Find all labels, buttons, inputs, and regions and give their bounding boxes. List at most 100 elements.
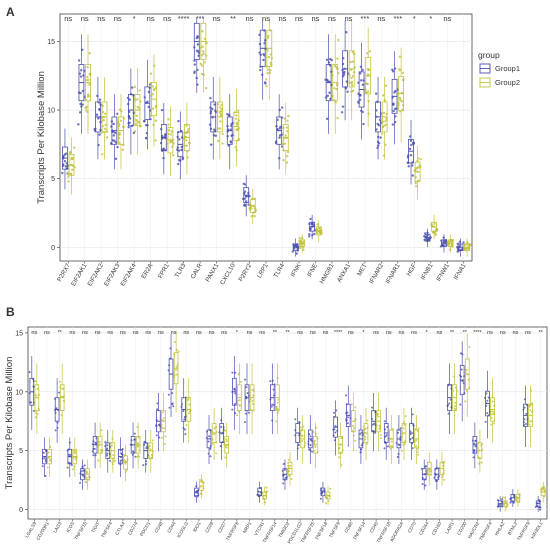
data-point bbox=[47, 451, 50, 454]
data-point bbox=[313, 442, 316, 445]
data-point bbox=[143, 96, 146, 99]
data-point bbox=[193, 59, 196, 62]
data-point bbox=[209, 106, 212, 109]
data-point bbox=[467, 246, 471, 250]
data-point bbox=[149, 117, 152, 121]
data-point bbox=[350, 83, 354, 87]
data-point bbox=[58, 391, 61, 394]
data-point bbox=[307, 442, 310, 445]
data-point bbox=[46, 466, 49, 469]
data-point bbox=[202, 487, 205, 490]
data-point bbox=[400, 449, 403, 452]
data-point bbox=[382, 154, 386, 157]
data-point bbox=[253, 206, 256, 210]
data-point bbox=[201, 45, 204, 49]
data-point bbox=[101, 104, 104, 107]
data-point bbox=[336, 67, 339, 71]
data-point bbox=[409, 430, 412, 433]
data-point bbox=[327, 499, 330, 502]
data-point bbox=[454, 404, 457, 407]
data-point bbox=[361, 83, 365, 86]
data-point bbox=[395, 441, 398, 444]
data-point bbox=[411, 161, 414, 164]
data-point bbox=[399, 438, 402, 441]
significance-label: ns bbox=[81, 14, 89, 23]
data-point bbox=[199, 46, 202, 49]
data-point bbox=[485, 392, 488, 395]
data-point bbox=[146, 445, 149, 448]
significance-label: ns bbox=[133, 330, 139, 336]
x-tick-label: CD244 bbox=[418, 521, 430, 536]
data-point bbox=[32, 380, 35, 383]
data-point bbox=[184, 138, 188, 142]
x-tick-label: CD48 bbox=[154, 521, 164, 534]
data-point bbox=[398, 68, 402, 72]
data-point bbox=[48, 460, 51, 463]
data-point bbox=[460, 368, 463, 371]
data-point bbox=[55, 407, 58, 410]
significance-label: ns bbox=[525, 330, 531, 336]
data-point bbox=[458, 240, 462, 244]
data-point bbox=[160, 419, 163, 422]
data-point bbox=[183, 144, 186, 148]
data-point bbox=[335, 409, 338, 412]
data-point bbox=[209, 111, 212, 115]
data-point bbox=[100, 451, 103, 454]
data-point bbox=[464, 247, 467, 251]
data-point bbox=[308, 226, 312, 230]
data-point bbox=[414, 181, 417, 185]
data-point bbox=[92, 440, 95, 443]
data-point bbox=[197, 35, 200, 39]
data-point bbox=[196, 491, 199, 494]
data-point bbox=[155, 419, 158, 422]
data-point bbox=[453, 375, 456, 378]
data-point bbox=[382, 111, 386, 115]
data-point bbox=[454, 408, 457, 411]
data-point bbox=[236, 399, 239, 402]
significance-label: ns bbox=[259, 330, 265, 336]
data-point bbox=[377, 124, 381, 127]
data-point bbox=[447, 412, 450, 415]
data-point bbox=[94, 127, 97, 130]
data-point bbox=[171, 403, 174, 406]
data-point bbox=[84, 106, 88, 110]
data-point bbox=[344, 87, 348, 90]
data-point bbox=[423, 478, 426, 481]
data-point bbox=[195, 76, 198, 80]
data-point bbox=[177, 162, 180, 166]
data-point bbox=[459, 403, 462, 406]
data-point bbox=[416, 157, 420, 160]
data-point bbox=[294, 429, 297, 432]
data-point bbox=[522, 421, 525, 424]
data-point bbox=[201, 30, 204, 33]
data-point bbox=[267, 34, 270, 38]
data-point bbox=[186, 156, 189, 159]
x-tick-label: TNFRSF4 bbox=[478, 521, 493, 542]
data-point bbox=[364, 88, 367, 92]
data-point bbox=[79, 102, 82, 106]
data-point bbox=[401, 108, 404, 111]
data-point bbox=[344, 394, 347, 397]
data-point bbox=[400, 100, 404, 103]
data-point bbox=[43, 457, 46, 460]
data-point bbox=[265, 486, 268, 489]
data-point bbox=[440, 239, 443, 242]
data-point bbox=[343, 70, 346, 74]
data-point bbox=[418, 164, 421, 167]
data-point bbox=[541, 486, 544, 489]
data-point bbox=[298, 241, 302, 245]
data-point bbox=[28, 392, 31, 395]
data-point bbox=[441, 475, 444, 478]
x-tick-label: NRP1 bbox=[242, 521, 253, 534]
data-point bbox=[183, 415, 186, 418]
data-point bbox=[400, 91, 404, 95]
data-point bbox=[235, 123, 239, 126]
data-point bbox=[68, 441, 71, 444]
data-point bbox=[95, 113, 99, 116]
data-point bbox=[181, 156, 185, 160]
data-point bbox=[158, 423, 161, 426]
data-point bbox=[284, 134, 287, 137]
data-point bbox=[122, 143, 125, 147]
data-point bbox=[280, 106, 284, 109]
data-point bbox=[127, 114, 131, 118]
